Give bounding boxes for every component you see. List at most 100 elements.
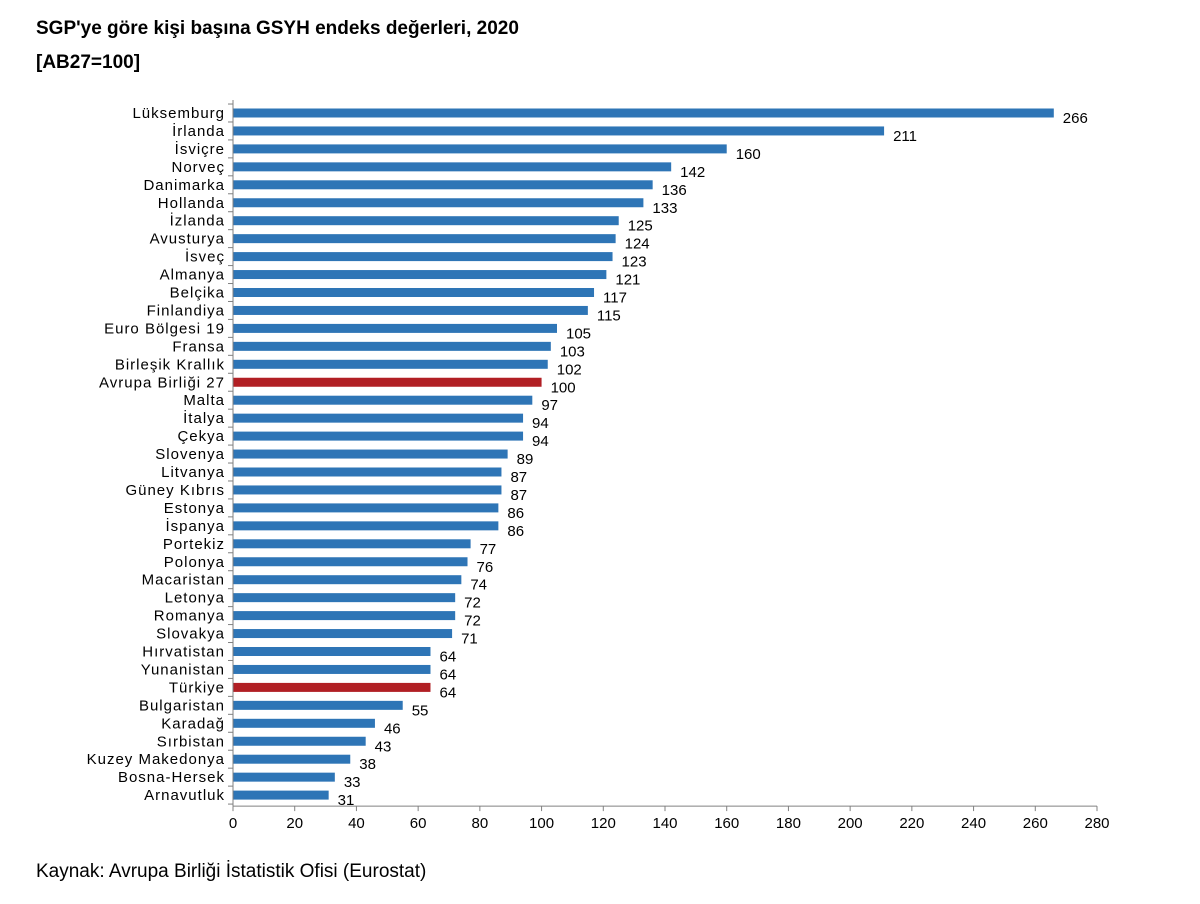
value-label: 86 bbox=[507, 505, 524, 522]
category-label: Çekya bbox=[177, 428, 225, 445]
value-label: 94 bbox=[532, 415, 549, 432]
category-label: Slovenya bbox=[155, 446, 225, 463]
x-tick-label: 180 bbox=[776, 815, 801, 832]
bar bbox=[233, 647, 431, 656]
category-label: Almanya bbox=[160, 267, 225, 284]
value-label: 124 bbox=[625, 236, 650, 253]
x-tick-label: 220 bbox=[899, 815, 924, 832]
category-label: Arnavutluk bbox=[144, 787, 225, 804]
category-label: İsveç bbox=[185, 248, 225, 266]
category-label: Hırvatistan bbox=[142, 644, 225, 661]
bar bbox=[233, 700, 403, 710]
value-label: 77 bbox=[480, 541, 497, 558]
bar bbox=[233, 629, 453, 639]
bar bbox=[233, 377, 542, 387]
category-label: Hollanda bbox=[158, 195, 225, 212]
x-tick-label: 60 bbox=[410, 815, 427, 832]
category-label: Karadağ bbox=[161, 715, 225, 732]
category-label: Kuzey Makedonya bbox=[87, 751, 225, 768]
chart-subtitle: [AB27=100] bbox=[36, 52, 141, 73]
category-label: Avusturya bbox=[150, 231, 225, 248]
category-label: Fransa bbox=[172, 338, 225, 355]
bar bbox=[233, 521, 499, 531]
bar bbox=[233, 557, 468, 567]
bar bbox=[233, 144, 727, 154]
value-label: 64 bbox=[439, 649, 456, 666]
value-label: 72 bbox=[464, 613, 481, 630]
bar bbox=[233, 270, 607, 280]
bar bbox=[233, 575, 462, 585]
category-label: Belçika bbox=[170, 285, 225, 302]
bar bbox=[233, 359, 548, 369]
value-label: 74 bbox=[470, 577, 487, 594]
x-tick-label: 40 bbox=[348, 815, 365, 832]
category-label: Letonya bbox=[165, 590, 225, 607]
value-label: 97 bbox=[541, 397, 558, 414]
value-label: 31 bbox=[338, 792, 355, 809]
bar bbox=[233, 395, 533, 405]
category-label: Birleşik Krallık bbox=[115, 356, 225, 373]
value-label: 123 bbox=[622, 254, 647, 271]
bar bbox=[233, 539, 471, 549]
x-tick-label: 200 bbox=[838, 815, 863, 832]
bar bbox=[233, 611, 456, 621]
value-label: 64 bbox=[439, 684, 456, 701]
value-label: 103 bbox=[560, 343, 585, 360]
value-label: 115 bbox=[597, 307, 621, 324]
category-label: İsviçre bbox=[175, 140, 225, 158]
category-label: Türkiye bbox=[169, 679, 225, 696]
category-label: Malta bbox=[183, 392, 225, 409]
value-label: 125 bbox=[628, 218, 653, 235]
category-label: Estonya bbox=[164, 500, 225, 517]
value-labels: 2662111601421361331251241231211171151051… bbox=[338, 110, 1088, 809]
value-label: 55 bbox=[412, 702, 429, 719]
value-label: 86 bbox=[507, 523, 524, 540]
bar bbox=[233, 305, 588, 315]
bar bbox=[233, 736, 366, 746]
value-label: 87 bbox=[510, 487, 527, 504]
bar bbox=[233, 593, 456, 603]
category-label: Polonya bbox=[164, 554, 225, 571]
bar bbox=[233, 485, 502, 495]
bar bbox=[233, 790, 329, 800]
category-label: Bosna-Hersek bbox=[118, 769, 225, 786]
value-label: 160 bbox=[736, 146, 761, 163]
bar bbox=[233, 467, 502, 477]
category-label: Yunanistan bbox=[141, 661, 225, 678]
value-label: 117 bbox=[603, 290, 627, 307]
bar bbox=[233, 431, 524, 441]
value-label: 94 bbox=[532, 433, 549, 450]
bar bbox=[233, 198, 644, 208]
category-label: Avrupa Birliği 27 bbox=[99, 374, 225, 391]
value-label: 266 bbox=[1063, 110, 1088, 127]
x-tick-label: 280 bbox=[1084, 815, 1109, 832]
x-tick-label: 80 bbox=[472, 815, 489, 832]
category-label: Portekiz bbox=[163, 536, 225, 553]
bar bbox=[233, 718, 375, 728]
value-label: 133 bbox=[652, 200, 677, 217]
bar bbox=[233, 323, 557, 333]
value-label: 46 bbox=[384, 720, 401, 737]
category-label: İspanya bbox=[165, 517, 225, 535]
category-label: Litvanya bbox=[161, 464, 225, 481]
value-label: 76 bbox=[477, 559, 494, 576]
bars-group bbox=[233, 108, 1054, 800]
x-tick-label: 100 bbox=[529, 815, 554, 832]
x-tick-label: 0 bbox=[229, 815, 237, 832]
value-label: 87 bbox=[510, 469, 527, 486]
bar bbox=[233, 126, 885, 136]
value-label: 72 bbox=[464, 595, 481, 612]
value-label: 211 bbox=[893, 128, 917, 145]
bar bbox=[233, 234, 616, 244]
axes-group: 0 20 40 60 80 100 120 140 160 180 200 220 240 260 280 bbox=[228, 100, 1110, 832]
bar bbox=[233, 216, 619, 226]
x-tick-label: 120 bbox=[591, 815, 616, 832]
value-label: 100 bbox=[551, 379, 576, 396]
category-label: Güney Kıbrıs bbox=[125, 482, 225, 499]
category-label: Sırbistan bbox=[157, 733, 225, 750]
bar bbox=[233, 503, 499, 513]
category-label: Romanya bbox=[154, 608, 225, 625]
bar bbox=[233, 449, 508, 459]
value-label: 38 bbox=[359, 756, 376, 773]
value-label: 136 bbox=[662, 182, 687, 199]
